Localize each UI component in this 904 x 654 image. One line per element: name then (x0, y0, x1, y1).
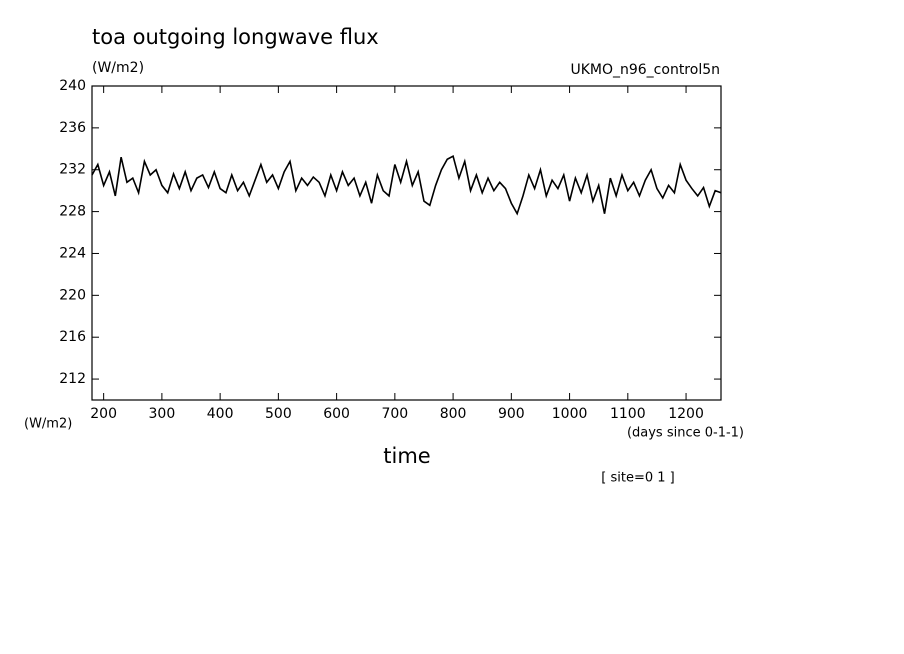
y-tick-label: 236 (59, 120, 86, 136)
x-tick-label: 1000 (552, 406, 588, 422)
y-tick-label: 228 (59, 204, 86, 220)
x-axis-label: time (383, 444, 430, 468)
x-tick-label: 600 (323, 406, 350, 422)
x-tick-label: 500 (265, 406, 292, 422)
y-tick-label: 240 (59, 78, 86, 94)
x-tick-label: 800 (440, 406, 467, 422)
x-tick-label: 300 (149, 406, 176, 422)
chart-title: toa outgoing longwave flux (92, 25, 379, 49)
plot-frame (91, 85, 722, 401)
dataset-label: UKMO_n96_control5n (570, 62, 720, 78)
x-tick-label: 900 (498, 406, 525, 422)
x-tick-label: 400 (207, 406, 234, 422)
y-unit-bottom: (W/m2) (24, 417, 72, 432)
y-unit: (W/m2) (92, 60, 144, 76)
y-tick-label: 232 (59, 162, 86, 178)
data-line (91, 154, 722, 216)
footnote: [ site=0 1 ] (601, 471, 674, 486)
y-tick-label: 212 (59, 371, 86, 387)
y-tick-label: 220 (59, 287, 86, 303)
x-tick-label: 1100 (610, 406, 646, 422)
x-tick-label: 200 (90, 406, 117, 422)
x-tick-label: 1200 (668, 406, 704, 422)
x-tick-label: 700 (381, 406, 408, 422)
y-tick-label: 216 (59, 329, 86, 345)
y-tick-label: 224 (59, 245, 86, 261)
x-unit: (days since 0-1-1) (627, 426, 744, 441)
